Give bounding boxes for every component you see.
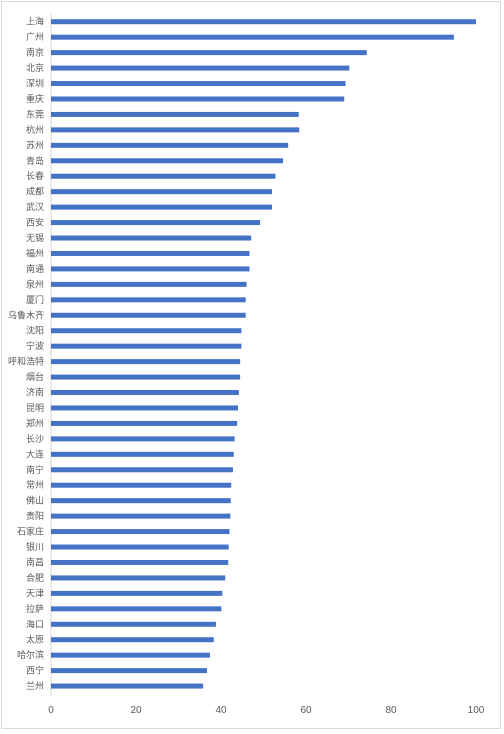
bar [51,127,300,133]
category-label: 苏州 [26,139,44,151]
bar [51,683,204,689]
x-tick-label: 0 [48,705,54,716]
category-label: 贵阳 [26,510,44,522]
category-label: 乌鲁木齐 [8,309,44,321]
category-label: 哈尔滨 [17,649,44,661]
category-label: 南京 [26,47,44,59]
category-label: 呼和浩特 [8,356,44,368]
bar [51,390,239,396]
bar [51,50,367,56]
bar [51,81,346,87]
bar [51,19,476,25]
bar [51,250,250,256]
bar [51,343,242,349]
bar [51,220,261,226]
bar [51,374,241,380]
bar [51,606,222,612]
category-label: 昆明 [26,403,44,414]
bar [51,668,207,674]
bar [51,544,229,550]
category-label: 沈阳 [26,325,44,337]
bar [51,204,272,210]
category-label: 石家庄 [17,526,44,538]
category-label: 合肥 [26,572,44,584]
category-label: 兰州 [26,680,44,692]
category-label: 大连 [26,448,44,460]
category-label: 南昌 [26,556,44,568]
bar [51,498,231,504]
bar [51,420,238,426]
x-tick-label: 20 [130,705,142,716]
category-label: 无锡 [26,233,44,244]
bar [51,359,241,365]
bar [51,467,233,473]
category-label: 佛山 [26,495,44,507]
category-label: 西安 [26,217,44,229]
category-label: 宁波 [26,340,44,352]
category-label: 拉萨 [26,603,44,615]
category-label: 南通 [26,263,44,275]
category-label: 深圳 [26,79,44,90]
category-label: 北京 [26,62,44,74]
bar [51,312,246,318]
category-label: 太原 [26,634,44,646]
category-label: 郑州 [26,417,44,429]
bar [51,173,276,179]
category-label: 泉州 [26,278,44,290]
x-tick-label: 80 [385,705,397,716]
category-label: 海口 [26,618,44,630]
bar [51,34,454,40]
category-label: 上海 [26,16,44,28]
bar [51,266,250,272]
bar [51,559,229,565]
x-tick-label: 100 [468,705,485,716]
category-label: 成都 [26,186,44,198]
bar [51,142,289,148]
bar [51,189,272,195]
x-tick-label: 40 [215,705,227,716]
bar [51,529,230,535]
bar [51,513,231,519]
bar [51,482,232,488]
x-tick-label: 60 [300,705,312,716]
category-label: 广州 [26,31,44,43]
category-label: 常州 [26,479,44,491]
bar [51,637,214,643]
category-label: 厦门 [26,294,44,306]
category-label: 银川 [26,541,44,553]
bar [51,652,210,658]
bar [51,328,242,334]
category-label: 武汉 [26,201,44,213]
bar [51,451,234,457]
bar [51,158,284,164]
bar [51,590,223,596]
bar [51,575,226,581]
category-label: 重庆 [26,93,44,105]
bar [51,235,252,241]
category-label: 福州 [26,247,44,259]
bar [51,621,216,627]
bar [51,405,238,411]
category-label: 杭州 [26,124,44,136]
category-label: 长春 [26,170,44,182]
category-label: 天津 [26,588,44,599]
category-label: 长沙 [26,433,44,445]
bar [51,436,235,442]
category-label: 烟台 [26,371,44,383]
bar [51,96,345,102]
bar [51,111,299,117]
bar [51,297,246,303]
bar [51,281,247,287]
category-label: 南宁 [26,464,44,476]
category-label: 东莞 [26,108,44,120]
category-label: 西宁 [26,665,44,677]
bar [51,65,350,71]
category-label: 青岛 [26,155,44,167]
category-label: 济南 [26,387,44,399]
